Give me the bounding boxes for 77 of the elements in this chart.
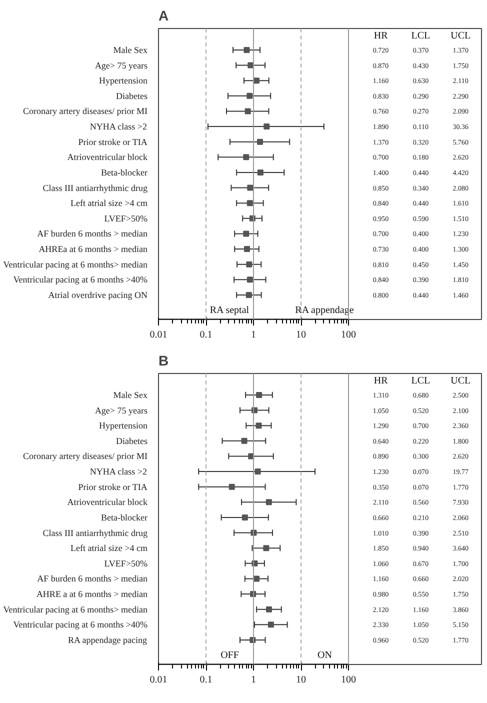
y-tick-label: Age> 75 years: [94, 60, 148, 70]
chart-title: B: [158, 352, 169, 368]
x-tick-label: 0.01: [150, 330, 168, 340]
text: UCL: [450, 30, 471, 42]
annotation: RA septal: [210, 304, 250, 316]
y-tick-label: AF burden 6 months > median: [37, 228, 148, 239]
y-tick-label: Hypertension: [99, 420, 148, 431]
y-tick-label: Ventricular pacing at 6 months> median: [3, 259, 148, 270]
text: UCL: [450, 376, 471, 387]
point: [263, 545, 270, 552]
point: [246, 200, 253, 206]
y-tick-label: Ventricular pacing at 6 months> median: [3, 604, 148, 614]
y-tick-label: AHREa at 6 months > median: [38, 244, 148, 254]
annotation: OFF: [220, 650, 240, 661]
point: [254, 468, 261, 475]
y-tick-label: LVEF>50%: [104, 213, 148, 224]
point: [257, 169, 264, 176]
x-tick-label: 0.01: [150, 674, 168, 686]
y-tick-label: Male Sex: [113, 390, 148, 400]
x-tick-label: 1: [251, 674, 256, 686]
point: [244, 46, 250, 53]
text: LCL: [411, 30, 430, 42]
y-tick-label: RA appendage pacing: [68, 634, 148, 645]
point: [244, 246, 250, 252]
point: [256, 422, 262, 429]
y-tick-label: Male Sex: [113, 44, 148, 55]
y-tick-label: Hypertension: [99, 76, 148, 86]
x-tick-label: 0.1: [200, 674, 212, 686]
x-tick-label: 10: [296, 674, 306, 686]
y-tick-label: NYHA class >2: [90, 466, 148, 477]
y-tick-label: Atrioventricular block: [67, 152, 148, 162]
y-tick-label: Beta-blocker: [101, 167, 148, 178]
text: HR: [374, 376, 388, 387]
y-tick-label: Coronary artery diseases/ prior MI: [23, 451, 148, 462]
y-tick-label: Left atrial size >4 cm: [70, 543, 148, 554]
y-tick-label: Ventricular pacing at 6 months >40%: [13, 274, 148, 285]
y-tick-label: Coronary artery diseases/ prior MI: [23, 106, 148, 116]
point: [246, 292, 252, 298]
x-tick-label: 10: [296, 330, 306, 340]
y-tick-label: Atrial overdrive pacing ON: [48, 290, 148, 300]
y-tick-label: AHRE a at 6 months > median: [36, 589, 148, 600]
point: [246, 276, 253, 283]
point: [243, 230, 250, 237]
y-tick-label: Diabetes: [116, 90, 148, 101]
annotation: RA appendage: [295, 304, 354, 316]
x-tick-label: 0.1: [200, 330, 212, 340]
x-tick-label: 1: [251, 330, 256, 340]
y-tick-label: Atrioventricular block: [67, 497, 148, 508]
chart-title: A: [158, 8, 169, 24]
y-tick-label: Ventricular pacing at 6 months >40%: [13, 620, 148, 630]
text: LCL: [411, 376, 430, 387]
y-tick-label: Prior stroke or TIA: [78, 482, 148, 492]
x-tick-label: 100: [341, 674, 356, 686]
y-tick-label: Diabetes: [116, 436, 148, 446]
y-tick-label: LVEF>50%: [104, 558, 148, 568]
y-tick-label: Left atrial size >4 cm: [70, 198, 148, 208]
point: [266, 606, 272, 612]
y-tick-label: Class III antiarrhythmic drug: [42, 182, 148, 193]
x-tick-label: 100: [341, 330, 356, 340]
annotation: ON: [318, 650, 332, 661]
point: [246, 261, 252, 268]
point: [246, 92, 253, 99]
point: [243, 154, 250, 160]
y-tick-label: Class III antiarrhythmic drug: [42, 528, 148, 538]
point: [254, 78, 260, 84]
y-tick-label: Prior stroke or TIA: [78, 136, 148, 147]
point: [244, 108, 251, 114]
y-tick-label: AF burden 6 months > median: [37, 574, 148, 584]
y-tick-label: Beta-blocker: [101, 512, 148, 522]
point: [256, 138, 263, 145]
text: HR: [374, 30, 388, 42]
point: [254, 576, 260, 582]
y-tick-label: Age> 75 years: [94, 405, 148, 416]
point: [256, 392, 262, 398]
point: [247, 184, 254, 191]
y-tick-label: NYHA class >2: [90, 122, 148, 132]
point: [266, 499, 272, 506]
